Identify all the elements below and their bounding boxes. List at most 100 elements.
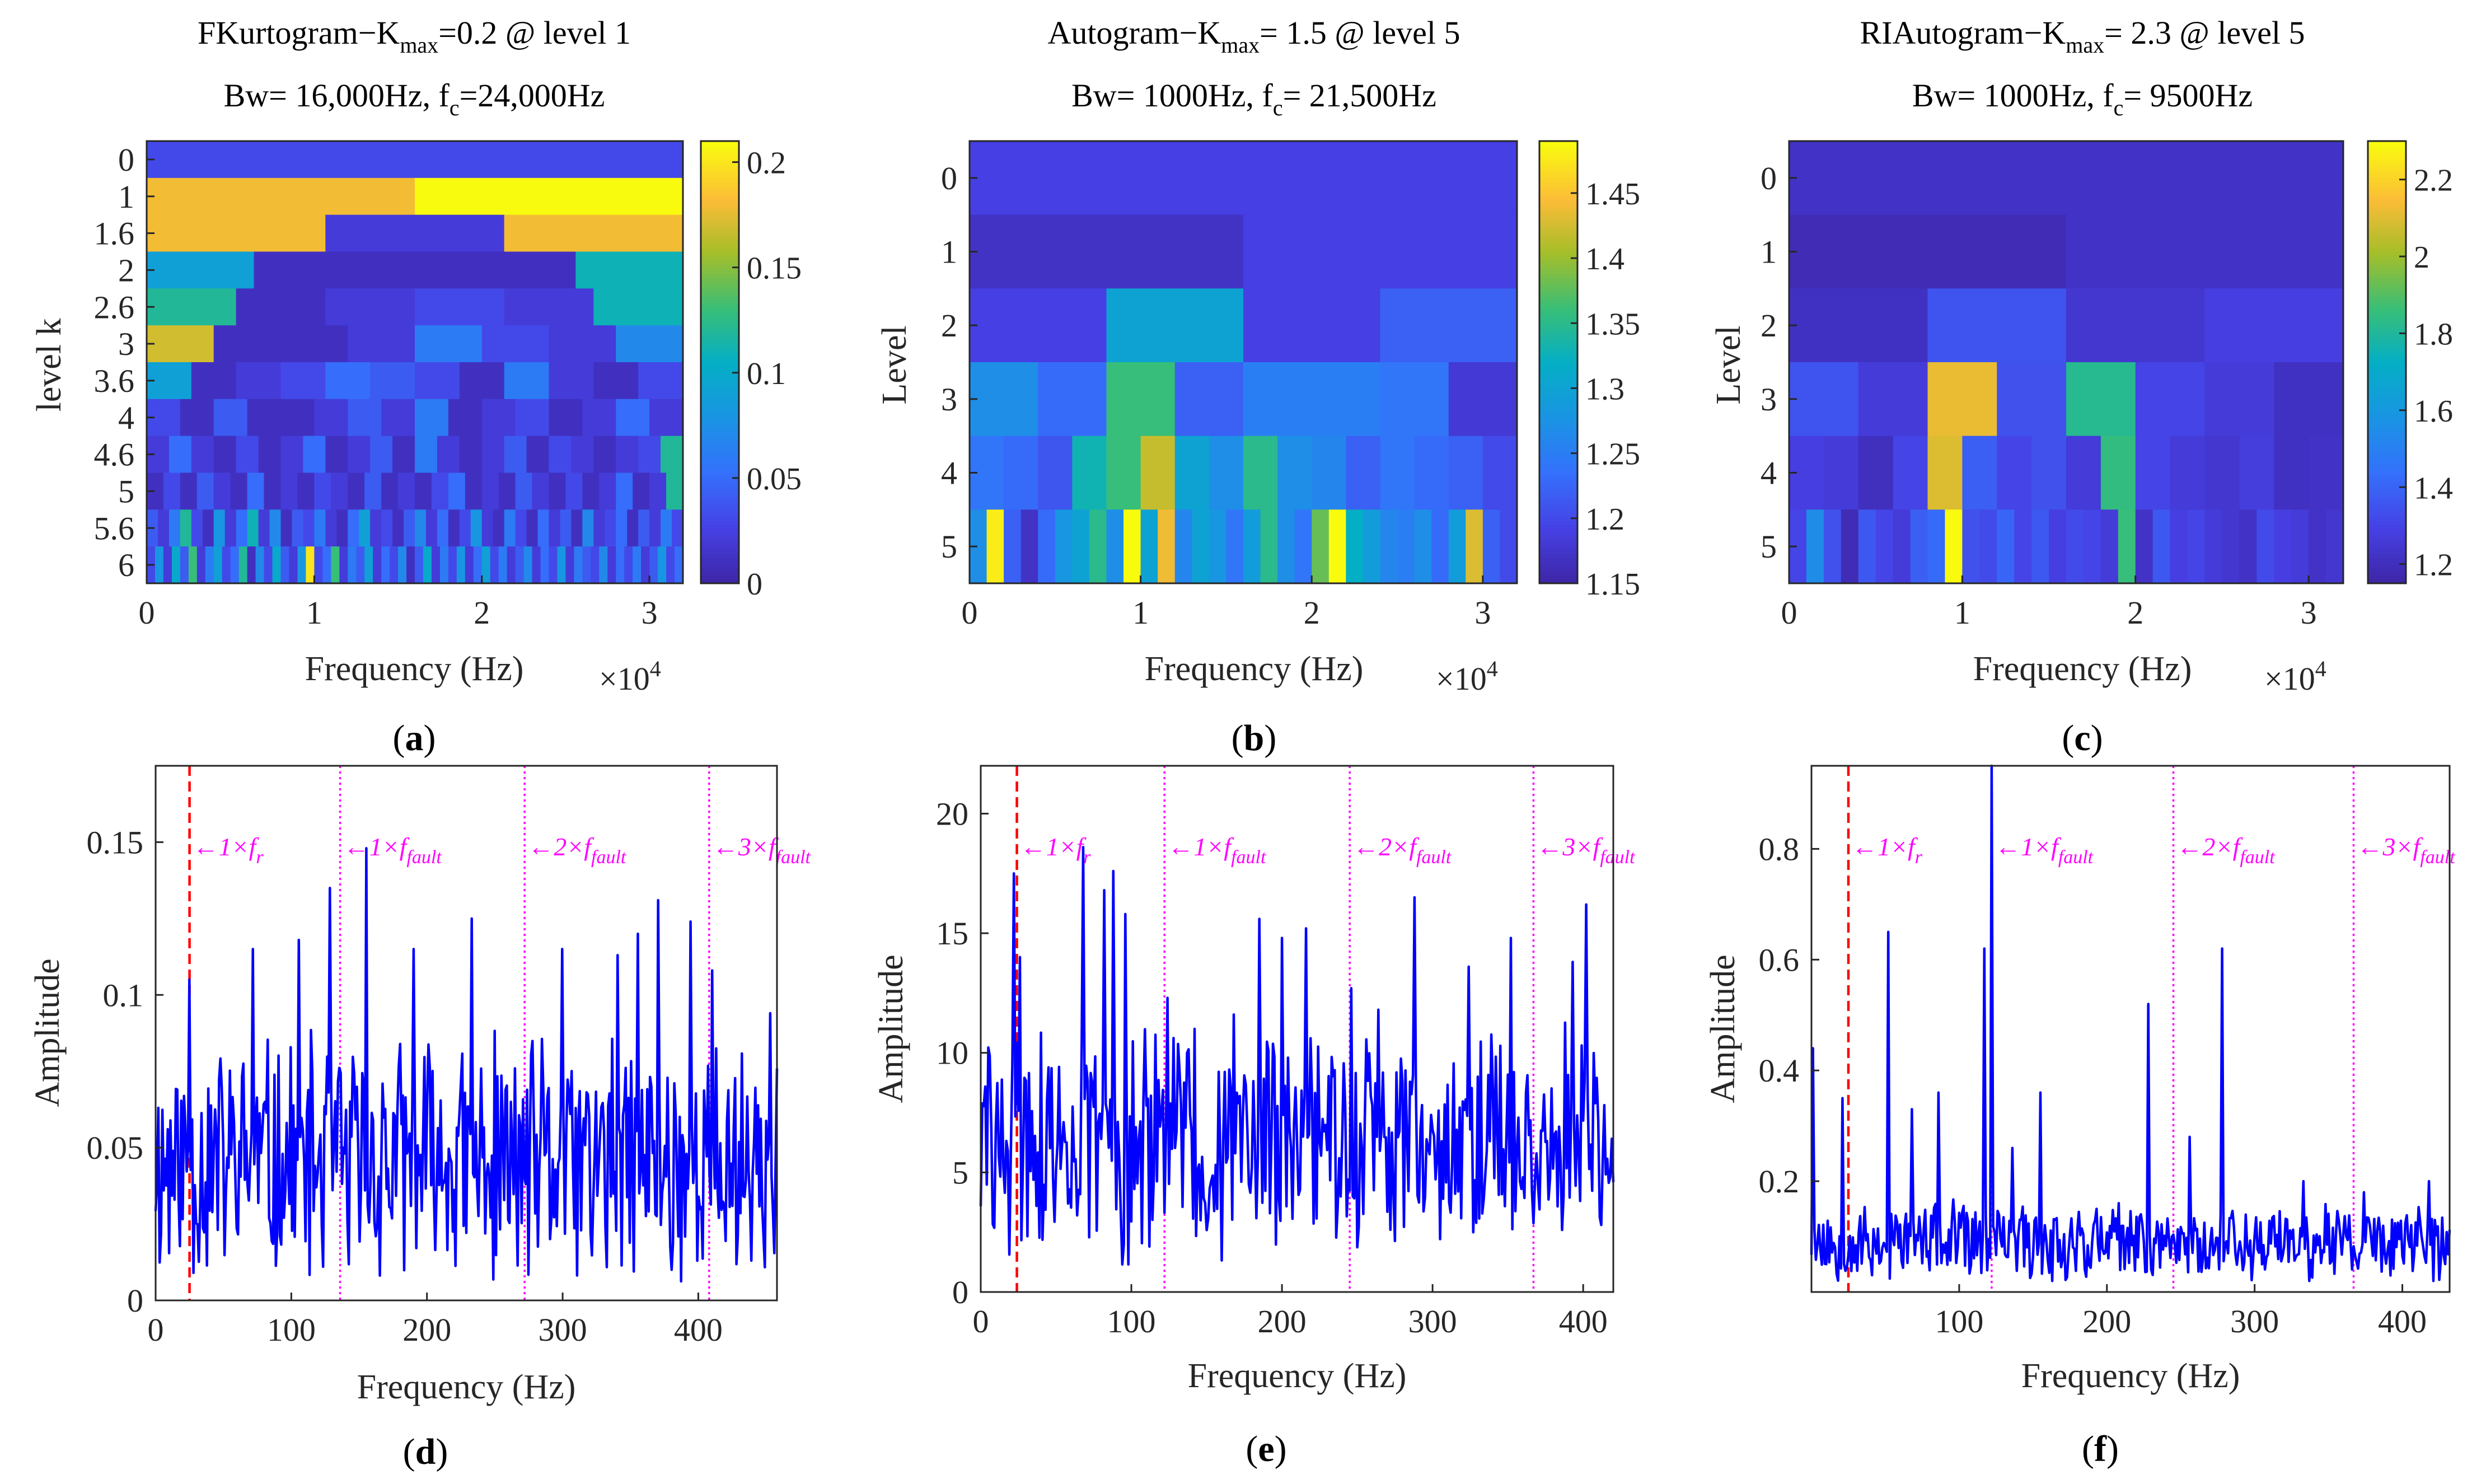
heatmap-cell (574, 546, 583, 584)
heatmap-cell (672, 509, 683, 547)
colorbar-tick-label: 1.4 (1585, 242, 1624, 277)
colorbar-swatch (2368, 524, 2406, 529)
heatmap-cell (168, 509, 181, 547)
colorbar-swatch (701, 575, 739, 581)
colorbar-swatch (1539, 384, 1577, 388)
heatmap-cell (1927, 362, 1997, 437)
heatmap-cell (970, 288, 1107, 363)
colorbar-swatch (1539, 193, 1577, 197)
heatmap-cell (2204, 509, 2223, 584)
colorbar-swatch (1539, 263, 1577, 267)
colorbar-swatch (1539, 174, 1577, 179)
colorbar-swatch (701, 498, 739, 503)
colorbar-tick-label: 2 (2414, 240, 2429, 275)
heatmap-cell (1927, 288, 2067, 363)
x-tick-label: 0 (1781, 594, 1797, 631)
colorbar-swatch (701, 502, 739, 507)
colorbar-swatch (701, 561, 739, 565)
colorbar-swatch (2368, 384, 2406, 388)
colorbar-swatch (2368, 447, 2406, 451)
colorbar-swatch (1539, 259, 1577, 264)
colorbar-swatch (2368, 436, 2406, 441)
heatmap-cell (675, 546, 683, 584)
colorbar-swatch (1539, 185, 1577, 190)
colorbar-swatch (1539, 443, 1577, 448)
y-axis-label: Level (1710, 325, 1748, 404)
colorbar-swatch (2368, 185, 2406, 190)
colorbar-swatch (1539, 318, 1577, 322)
y-axis-ticks: 0 1 2 3 4 5 (941, 160, 977, 565)
y-tick-label: 5.6 (94, 510, 135, 546)
heatmap-cell (373, 546, 382, 584)
heatmap-cell (532, 472, 550, 510)
panel-label: (f) (2082, 1429, 2119, 1469)
y-tick-label: 3.6 (94, 363, 135, 399)
colorbar-swatch (1539, 303, 1577, 308)
heatmap-cell (490, 546, 499, 584)
heatmap-cell (1482, 436, 1518, 510)
heatmap-cell (180, 399, 214, 437)
heatmap-cell (247, 509, 259, 547)
colorbar-tick-label: 1.45 (1585, 177, 1640, 212)
colorbar-swatch (1539, 517, 1577, 521)
heatmap-cell (280, 362, 326, 400)
colorbar-swatch (2368, 329, 2406, 334)
heatmap-cell (459, 362, 505, 400)
heatmap-cell (616, 472, 633, 510)
colorbar-frame (2367, 140, 2407, 584)
heatmap-cell (2135, 436, 2171, 510)
y-tick-label: 2.6 (94, 289, 135, 325)
heatmap-cell (599, 546, 608, 584)
colorbar-swatch (701, 292, 739, 297)
colorbar-swatch (2368, 579, 2406, 584)
colorbar-swatch (2368, 391, 2406, 396)
heatmap-cell (557, 546, 567, 584)
heatmap-cell (398, 472, 415, 510)
heatmap-cell (560, 509, 572, 547)
heatmap-cell (638, 509, 650, 547)
heatmap-cell (582, 472, 600, 510)
colorbar-ticks: 1.2 1.4 1.6 1.8 2 2.2 (2399, 163, 2453, 583)
x-tick-label: 3 (2301, 594, 2317, 631)
colorbar-swatch (701, 458, 739, 462)
x-axis-ticks: 0 1 2 3 (1781, 575, 2317, 631)
heatmap-panel-fkurtogram: FKurtogram−Kmax=0.2 @ level 1 Bw= 16,000… (30, 15, 802, 759)
colorbar-swatch (701, 476, 739, 481)
colorbar-swatch (2368, 152, 2406, 157)
colorbar-swatch (701, 200, 739, 204)
colorbar-swatch (2368, 174, 2406, 179)
heatmap-cell (970, 141, 1518, 216)
colorbar-swatch (701, 222, 739, 227)
heatmap-cell (1414, 509, 1432, 584)
colorbar-swatch (1539, 288, 1577, 293)
colorbar-swatch (701, 270, 739, 274)
colorbar-swatch (2368, 325, 2406, 330)
colorbar-swatch (701, 362, 739, 367)
colorbar-swatch (1539, 167, 1577, 171)
colorbar-swatch (1539, 347, 1577, 352)
heatmap-cell (415, 546, 424, 584)
heatmap-cell (236, 436, 259, 474)
colorbar-swatch (701, 152, 739, 157)
colorbar-swatch (701, 237, 739, 241)
heatmap-cell (565, 472, 583, 510)
y-axis-label: Amplitude (1704, 954, 1742, 1103)
heatmap-cell (236, 288, 326, 326)
colorbar-swatch (1539, 189, 1577, 193)
heatmap-cell (392, 509, 404, 547)
heatmap-cell (481, 509, 494, 547)
x-tick-label: 200 (1258, 1303, 1307, 1340)
heatmap-cell (2135, 362, 2206, 437)
colorbar-swatch (701, 314, 739, 319)
colorbar-swatch (1539, 251, 1577, 256)
colorbar-swatch (2368, 167, 2406, 171)
colorbar-swatch (2368, 211, 2406, 216)
heatmap-cell (1328, 509, 1346, 584)
heatmap-cell (236, 362, 282, 400)
colorbar-swatch (701, 480, 739, 485)
heatmap-cell (297, 546, 307, 584)
heatmap-cell (359, 509, 371, 547)
colorbar-swatch (2368, 572, 2406, 577)
colorbar-swatch (701, 185, 739, 190)
colorbar-swatch (1539, 391, 1577, 396)
